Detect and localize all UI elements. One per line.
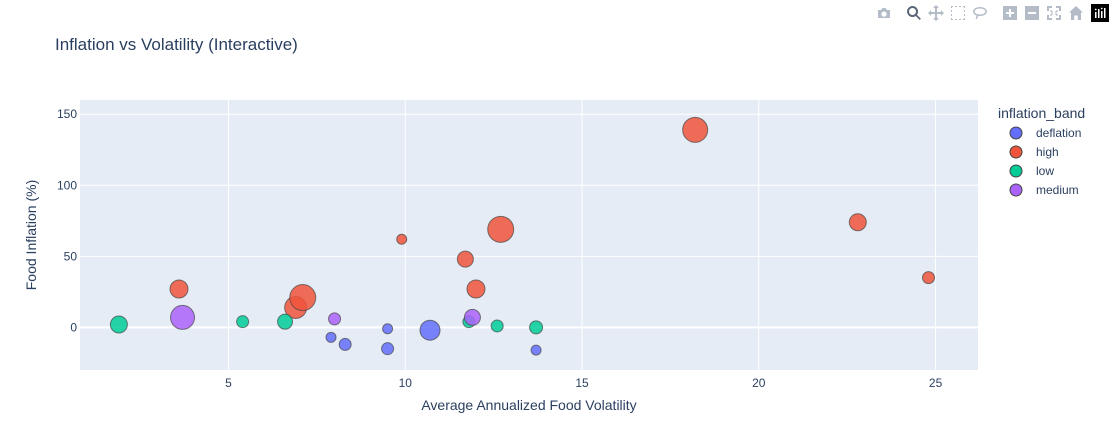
- zoom-icon[interactable]: [903, 2, 925, 24]
- legend-marker: [1009, 183, 1023, 197]
- plotly-logo-icon[interactable]: [1091, 4, 1109, 22]
- legend: inflation_band deflation high low medium: [998, 105, 1085, 197]
- data-point-low[interactable]: [236, 315, 250, 329]
- x-tick-label: 5: [225, 376, 232, 390]
- legend-item-low[interactable]: low: [1009, 164, 1054, 178]
- legend-marker: [1009, 126, 1023, 140]
- data-point-high[interactable]: [922, 271, 936, 285]
- legend-label: low: [1036, 164, 1054, 178]
- data-point-medium[interactable]: [328, 312, 342, 326]
- legend-label: high: [1036, 145, 1059, 159]
- y-tick-label: 0: [70, 320, 77, 334]
- legend-marker: [1009, 145, 1023, 159]
- data-point-deflation[interactable]: [381, 342, 395, 356]
- x-axis-title: Average Annualized Food Volatility: [421, 397, 636, 413]
- data-point-high[interactable]: [396, 233, 408, 245]
- data-point-low[interactable]: [109, 315, 128, 334]
- pan-icon[interactable]: [925, 2, 947, 24]
- data-point-high[interactable]: [487, 215, 515, 243]
- data-points: [109, 116, 936, 356]
- data-point-high[interactable]: [466, 279, 486, 299]
- data-point-medium[interactable]: [170, 304, 196, 330]
- autoscale-icon[interactable]: [1043, 2, 1065, 24]
- plot-area[interactable]: [80, 100, 978, 370]
- data-point-medium[interactable]: [463, 308, 481, 326]
- chart-title: Inflation vs Volatility (Interactive): [55, 35, 298, 54]
- series-high: [169, 116, 936, 319]
- data-point-high[interactable]: [289, 284, 317, 312]
- data-point-deflation[interactable]: [382, 323, 394, 335]
- x-tick-label: 20: [752, 376, 766, 390]
- series-deflation: [325, 319, 542, 356]
- data-point-deflation[interactable]: [419, 319, 441, 341]
- data-point-low[interactable]: [529, 320, 544, 335]
- data-point-high[interactable]: [682, 116, 709, 143]
- series-medium: [170, 304, 481, 330]
- zoom-in-icon[interactable]: [999, 2, 1021, 24]
- grid-lines: [80, 100, 978, 370]
- reset-axes-icon[interactable]: [1065, 2, 1087, 24]
- zoom-out-icon[interactable]: [1021, 2, 1043, 24]
- data-point-high[interactable]: [848, 213, 867, 232]
- x-tick-label: 25: [929, 376, 943, 390]
- y-tick-label: 50: [64, 249, 78, 263]
- y-tick-labels: 0 50 100 150: [57, 107, 77, 334]
- y-tick-label: 150: [57, 107, 77, 121]
- legend-marker: [1009, 164, 1023, 178]
- x-tick-label: 15: [575, 376, 589, 390]
- data-point-deflation[interactable]: [325, 331, 337, 343]
- camera-icon[interactable]: [873, 2, 895, 24]
- x-tick-label: 10: [399, 376, 413, 390]
- modebar: [865, 2, 1109, 24]
- data-point-low[interactable]: [490, 319, 504, 333]
- legend-title: inflation_band: [998, 105, 1085, 121]
- data-point-low[interactable]: [277, 313, 294, 330]
- legend-label: deflation: [1036, 126, 1081, 140]
- x-tick-labels: 5 10 15 20 25: [225, 376, 942, 390]
- legend-item-medium[interactable]: medium: [1009, 183, 1079, 197]
- legend-item-high[interactable]: high: [1009, 145, 1059, 159]
- data-point-high[interactable]: [169, 279, 189, 299]
- legend-item-deflation[interactable]: deflation: [1009, 126, 1081, 140]
- y-axis-title: Food Inflation (%): [23, 180, 39, 291]
- y-tick-label: 100: [57, 178, 77, 192]
- data-point-deflation[interactable]: [338, 337, 352, 351]
- data-point-deflation[interactable]: [530, 344, 542, 356]
- series-low: [109, 313, 544, 335]
- data-point-high[interactable]: [456, 250, 474, 268]
- legend-label: medium: [1036, 183, 1079, 197]
